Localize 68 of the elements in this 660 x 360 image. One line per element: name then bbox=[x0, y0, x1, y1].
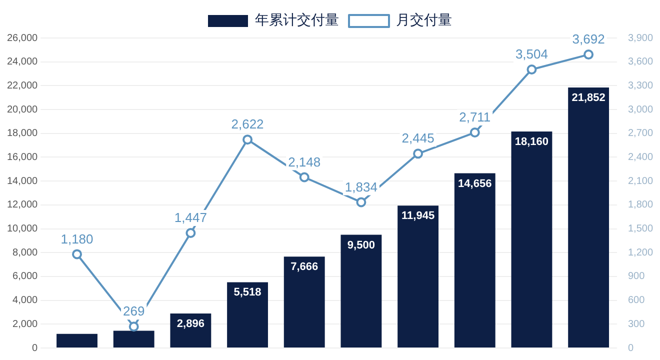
point bbox=[584, 50, 594, 60]
point bbox=[526, 64, 537, 74]
y2-tick-label: 300 bbox=[628, 318, 646, 330]
data-label: 269 bbox=[122, 304, 145, 319]
y2-tick-label: 0 bbox=[628, 342, 634, 354]
y-tick-label: 6,000 bbox=[12, 271, 38, 282]
point bbox=[299, 172, 310, 182]
data-label: 1,447 bbox=[174, 210, 207, 226]
y-tick-label: 22,000 bbox=[6, 80, 38, 92]
legend-label: 月交付量 bbox=[396, 12, 452, 29]
y2-tick-label: 1,200 bbox=[628, 247, 654, 258]
point bbox=[356, 197, 366, 208]
data-label: 1,180 bbox=[60, 231, 94, 246]
y2-tick-label: 2,700 bbox=[628, 128, 654, 140]
point bbox=[242, 134, 253, 145]
y-tick-label: 26,000 bbox=[6, 32, 38, 44]
y-tick-label: 12,000 bbox=[6, 200, 38, 211]
bar bbox=[568, 87, 610, 348]
bar bbox=[227, 282, 268, 348]
point bbox=[72, 249, 82, 260]
data-label: 2,148 bbox=[288, 154, 321, 170]
bar bbox=[340, 234, 382, 348]
y2-tick-label: 3,000 bbox=[628, 104, 654, 116]
data-label: 1,834 bbox=[344, 179, 378, 194]
y2-tick-label: 2,400 bbox=[628, 152, 654, 163]
y2-tick-label: 3,300 bbox=[628, 80, 654, 92]
y2-tick-label: 1,800 bbox=[628, 200, 654, 211]
data-label: 2,445 bbox=[402, 130, 434, 146]
data-label: 11,945 bbox=[402, 210, 435, 222]
bar bbox=[454, 173, 496, 348]
y2-tick-label: 2,100 bbox=[628, 176, 654, 187]
point bbox=[128, 322, 139, 332]
bar bbox=[284, 256, 325, 348]
data-label: 3,692 bbox=[572, 32, 605, 47]
bar bbox=[398, 206, 438, 348]
y2-tick-label: 600 bbox=[628, 295, 646, 306]
y-tick-label: 10,000 bbox=[6, 224, 38, 235]
data-label: 2,622 bbox=[231, 116, 264, 132]
y2-tick-label: 3,900 bbox=[628, 32, 654, 44]
bar bbox=[511, 131, 552, 348]
y2-tick-label: 3,600 bbox=[628, 56, 654, 68]
y-tick-label: 16,000 bbox=[6, 152, 38, 163]
data-label: 21,852 bbox=[572, 92, 606, 104]
y-tick-label: 8,000 bbox=[12, 247, 38, 258]
y-tick-label: 2,000 bbox=[12, 318, 38, 330]
y-tick-label: 0 bbox=[32, 342, 38, 354]
y-tick-label: 18,000 bbox=[6, 128, 38, 140]
point bbox=[413, 148, 424, 159]
data-label: 14,656 bbox=[458, 178, 492, 190]
data-label: 2,711 bbox=[459, 110, 491, 125]
data-label: 2,896 bbox=[176, 318, 204, 330]
bar bbox=[56, 334, 98, 348]
data-label: 7,666 bbox=[290, 261, 318, 274]
data-label: 3,504 bbox=[515, 46, 548, 62]
data-label: 9,500 bbox=[347, 239, 375, 252]
bar bbox=[113, 330, 154, 348]
y-tick-label: 20,000 bbox=[6, 104, 38, 116]
legend-label: 年累计交付量 bbox=[255, 12, 339, 29]
y-tick-label: 4,000 bbox=[12, 295, 38, 306]
bar bbox=[170, 313, 212, 348]
y-tick-label: 24,000 bbox=[6, 56, 38, 68]
y2-tick-label: 1,500 bbox=[628, 224, 654, 235]
data-label: 18,160 bbox=[514, 136, 549, 148]
data-label: 5,518 bbox=[234, 286, 262, 299]
point bbox=[470, 128, 480, 138]
y2-tick-label: 900 bbox=[628, 271, 646, 282]
y-tick-label: 14,000 bbox=[6, 176, 38, 187]
point bbox=[186, 228, 196, 238]
